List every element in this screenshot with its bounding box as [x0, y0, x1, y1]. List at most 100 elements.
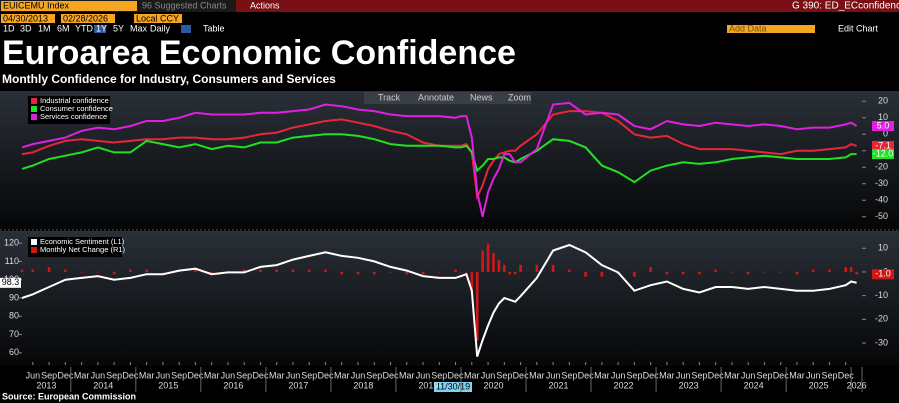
frequency[interactable]: Daily	[150, 23, 171, 33]
x-tick-label: Mar	[74, 370, 90, 380]
tool-button[interactable]: Annotate	[418, 92, 454, 102]
net-change-bar	[307, 269, 311, 272]
x-tick-label: Jun	[91, 370, 106, 380]
x-tick-label: Mar	[659, 370, 675, 380]
year-label: 2015	[158, 380, 178, 390]
end-field[interactable]	[61, 14, 115, 23]
x-tick-label: Dec	[643, 370, 660, 380]
x-tick-label: Mar	[529, 370, 545, 380]
net-change-bar	[210, 271, 213, 275]
x-tick-label: Mar	[724, 370, 740, 380]
ticker-field[interactable]	[1, 1, 137, 11]
start-field[interactable]	[1, 14, 55, 23]
x-tick-label: Dec	[838, 370, 855, 380]
net-change-bar	[855, 271, 858, 275]
legend-top	[28, 96, 110, 124]
x-tick-label: Jun	[741, 370, 756, 380]
net-change-bar	[508, 271, 512, 275]
net-change-bar	[112, 271, 116, 275]
range-button[interactable]: 5Y	[113, 23, 124, 33]
net-change-bar	[763, 271, 766, 273]
range-button[interactable]: 1M	[38, 23, 51, 33]
value-tag-label: 5.0	[877, 120, 890, 130]
table-icon[interactable]	[181, 25, 191, 33]
value-tag-label: -12.0	[873, 148, 894, 158]
actions-bar	[236, 0, 899, 12]
tool-button[interactable]: News	[470, 92, 493, 102]
year-label: 2013	[36, 380, 56, 390]
x-tick-label: Mar	[789, 370, 805, 380]
y-tick-label: 80	[9, 311, 19, 321]
x-tick-label: Dec	[578, 370, 595, 380]
net-change-bar	[844, 267, 848, 272]
chart-subtitle: Monthly Confidence for Industry, Consume…	[2, 72, 336, 86]
x-tick-label: Jun	[156, 370, 171, 380]
table[interactable]: Table	[203, 23, 225, 33]
net-change-bar	[459, 271, 463, 273]
net-change-bar	[497, 260, 501, 272]
plot-bottom	[0, 231, 899, 366]
legend-swatch	[31, 106, 37, 112]
x-tick-label: Mar	[204, 370, 220, 380]
tool-button[interactable]: Zoom	[508, 92, 531, 102]
net-change-bar	[96, 271, 100, 273]
crosshair-label: 11/30/19	[436, 381, 470, 391]
net-change-bar	[405, 271, 409, 275]
net-change-bar	[145, 269, 148, 272]
legend-label: Industrial confidence	[40, 96, 109, 105]
crosshair-tag	[434, 382, 472, 392]
legend-swatch	[31, 247, 37, 253]
net-change-bar	[730, 271, 734, 273]
x-tick-label: Dec	[317, 370, 334, 380]
x-tick-label: Jun	[611, 370, 626, 380]
plot-top	[0, 91, 899, 229]
net-change-bar	[633, 271, 636, 277]
end-date: 02/28/2026	[63, 13, 108, 23]
net-change-bar	[584, 271, 587, 277]
edit-chart[interactable]: Edit Chart	[838, 23, 879, 33]
x-tick-label: Dec	[187, 370, 204, 380]
year-label: 2022	[614, 380, 634, 390]
range-button[interactable]: Max	[130, 23, 148, 33]
net-change-bar	[519, 264, 522, 272]
range-button[interactable]: 1D	[3, 23, 15, 33]
net-change-bar	[513, 271, 517, 275]
year-label: 2023	[679, 380, 699, 390]
net-change-bar	[600, 271, 604, 277]
net-change-bar	[437, 271, 441, 273]
y2-tick-label: -10	[875, 290, 888, 300]
net-change-bar	[161, 271, 165, 273]
x-tick-label: Sep	[691, 370, 707, 380]
actions[interactable]: Actions	[250, 0, 280, 10]
x-tick-label: Sep	[431, 370, 447, 380]
net-change-bar	[698, 271, 701, 275]
range-button[interactable]: YTD	[75, 23, 94, 33]
net-change-bar	[779, 271, 783, 273]
net-change-bar	[665, 271, 669, 275]
currency: Local CCY	[136, 13, 179, 23]
legend-label: Economic Sentiment (L1)	[40, 237, 125, 246]
range-button[interactable]: 1Y	[96, 23, 107, 33]
y-tick-label: 10	[878, 112, 888, 122]
range-button[interactable]: 3D	[20, 23, 32, 33]
x-tick-label: Mar	[269, 370, 285, 380]
range-button[interactable]: 6M	[57, 23, 70, 33]
x-tick-label: Mar	[139, 370, 155, 380]
tool-button[interactable]: Track	[378, 92, 401, 102]
x-tick-label: Sep	[171, 370, 187, 380]
x-tick-label: Jun	[416, 370, 431, 380]
net-change-bar	[470, 271, 474, 294]
currency-field[interactable]	[134, 14, 182, 23]
y-tick-label: -50	[875, 211, 888, 221]
start-date: 04/30/2013	[3, 13, 48, 23]
x-tick-label: Sep	[41, 370, 57, 380]
x-tick-label: Sep	[561, 370, 577, 380]
y-tick-label: 90	[9, 292, 19, 302]
net-change-bar	[551, 264, 555, 272]
chart-title: Euroarea Economic Confidence	[2, 34, 516, 72]
suggested-charts[interactable]: 96 Suggested Charts	[142, 0, 227, 10]
x-tick-label: Dec	[383, 370, 400, 380]
add-data-field[interactable]	[727, 25, 815, 33]
net-change-bar	[64, 269, 67, 272]
legend-bottom	[28, 237, 122, 257]
